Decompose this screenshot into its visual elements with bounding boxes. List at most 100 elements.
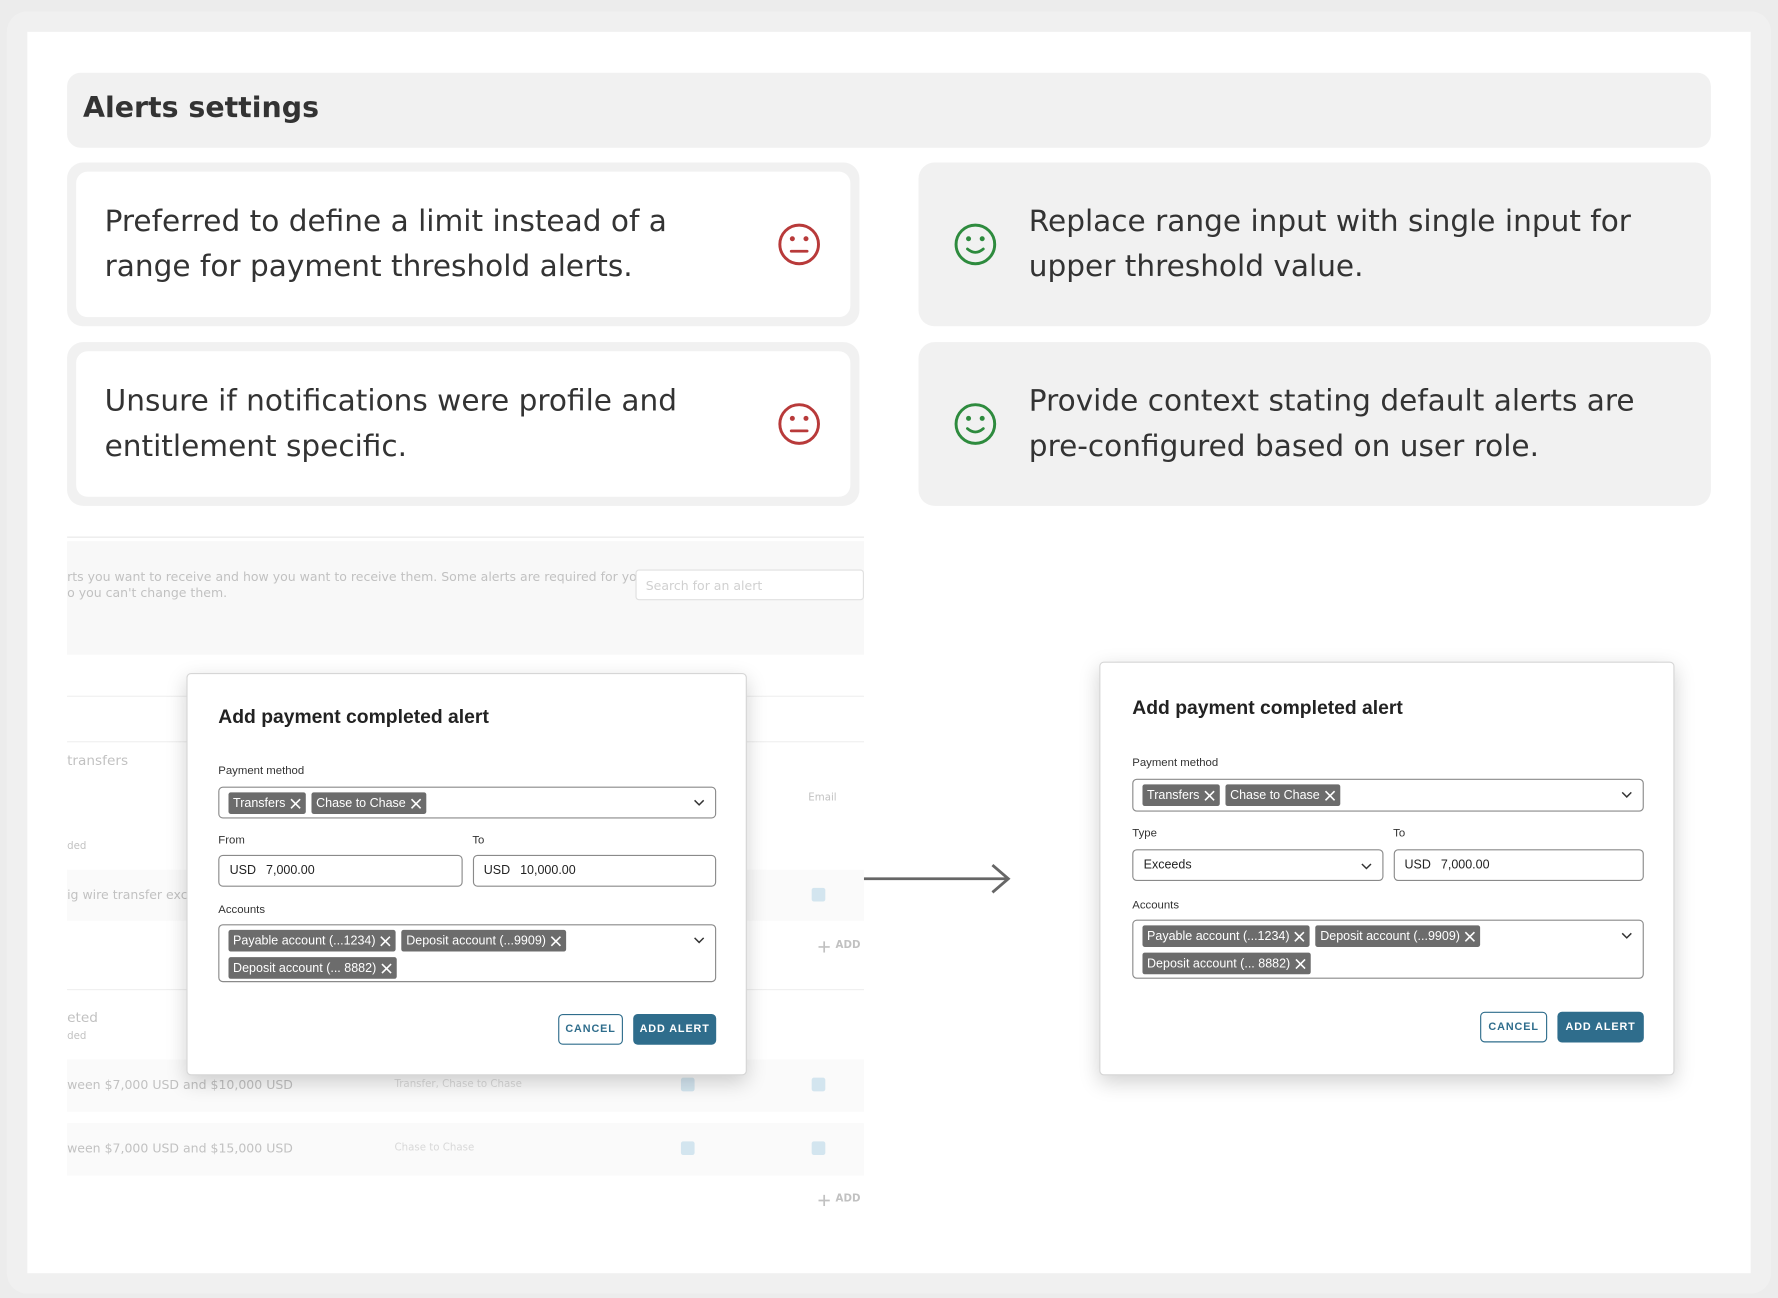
search-placeholder: Search for an alert bbox=[645, 578, 763, 594]
tag-label: Deposit account (...9909) bbox=[1320, 929, 1460, 943]
accounts-select[interactable]: Payable account (...1234) Deposit account… bbox=[1132, 919, 1644, 979]
tag[interactable]: Payable account (...1234) bbox=[228, 929, 397, 952]
remove-icon bbox=[290, 798, 301, 809]
modal: Add payment completed alert Payment metho… bbox=[1099, 661, 1675, 1076]
remove-icon bbox=[380, 935, 391, 946]
tag-label: Chase to Chase bbox=[1230, 788, 1320, 803]
field-label: From bbox=[218, 834, 245, 847]
tag[interactable]: Transfers bbox=[1142, 784, 1220, 806]
solution-card: Provide context stating default alerts a… bbox=[918, 342, 1711, 506]
tag[interactable]: Chase to Chase bbox=[1225, 784, 1341, 806]
modal-title: Add payment completed alert bbox=[1132, 696, 1403, 719]
chevron-icon bbox=[1621, 932, 1632, 939]
tag-list: Payable account (...1234) Deposit account… bbox=[1142, 925, 1608, 975]
section-sub: ded bbox=[67, 1031, 87, 1043]
remove-icon bbox=[1294, 931, 1305, 942]
tag-label: Payable account (...1234) bbox=[1147, 929, 1290, 943]
tag-label: Transfers bbox=[233, 796, 286, 810]
tag[interactable]: Chase to Chase bbox=[311, 792, 427, 814]
description: rts you want to receive and how you want… bbox=[67, 569, 650, 585]
currency: USD bbox=[229, 863, 257, 878]
tag[interactable]: Deposit account (... 8882) bbox=[228, 957, 397, 979]
solution-card: Replace range input with single input fo… bbox=[918, 162, 1711, 327]
column-header: Email bbox=[808, 792, 837, 804]
accounts-select[interactable]: Payable account (...1234) Deposit account… bbox=[218, 924, 717, 983]
remove-icon bbox=[381, 962, 392, 974]
plus-icon bbox=[818, 1194, 830, 1207]
solution-text: Replace range input with single input fo… bbox=[1028, 204, 1631, 285]
field-label: Type bbox=[1132, 827, 1157, 841]
cancel-button[interactable]: CANCEL bbox=[1480, 1011, 1548, 1043]
checkbox bbox=[680, 1141, 695, 1155]
header: Alerts settings bbox=[67, 72, 1711, 148]
add-link: ADD bbox=[835, 940, 861, 952]
chevron-icon bbox=[694, 799, 705, 806]
field-label: To bbox=[1393, 827, 1406, 841]
type-value: Exceeds bbox=[1143, 858, 1192, 872]
field-label: Payment method bbox=[218, 765, 305, 778]
checkbox bbox=[811, 1077, 826, 1092]
header-title: Alerts settings bbox=[82, 90, 320, 124]
add-alert-button[interactable]: ADD ALERT bbox=[633, 1014, 717, 1045]
tag-label: Deposit account (... 8882) bbox=[233, 961, 377, 975]
search-box[interactable]: Search for an alert bbox=[635, 569, 864, 601]
tag-label: Chase to Chase bbox=[316, 796, 406, 810]
plus-icon bbox=[818, 941, 830, 953]
remove-icon bbox=[1295, 958, 1306, 969]
add-alert-button[interactable]: ADD ALERT bbox=[1557, 1011, 1644, 1043]
tag-list: Transfers Chase to Chase bbox=[1142, 784, 1608, 806]
card-inner bbox=[76, 351, 851, 497]
checkbox bbox=[811, 1141, 826, 1155]
remove-icon bbox=[410, 798, 422, 809]
tag[interactable]: Deposit account (...9909) bbox=[1315, 925, 1481, 947]
description: o you can't change them. bbox=[67, 585, 228, 601]
issue-text: Preferred to define a limit instead of a… bbox=[104, 204, 667, 285]
amount-input[interactable]: USD 7,000.00 bbox=[1393, 849, 1644, 882]
tag-label: Transfers bbox=[1147, 788, 1200, 803]
remove-icon bbox=[1465, 931, 1476, 942]
smile-icon bbox=[954, 223, 997, 266]
checkbox bbox=[811, 887, 826, 902]
issue-card: Preferred to define a limit instead of a… bbox=[67, 162, 860, 327]
row-method: Transfer, Chase to Chase bbox=[394, 1078, 522, 1091]
section-title: transfers bbox=[67, 752, 129, 769]
field-label: To bbox=[472, 834, 485, 847]
tag[interactable]: Deposit account (...9909) bbox=[401, 929, 567, 952]
neutral-face-icon bbox=[778, 223, 820, 266]
tag-label: Payable account (...1234) bbox=[233, 933, 376, 948]
section-title: eted bbox=[67, 1009, 98, 1026]
field-label: Accounts bbox=[218, 903, 266, 917]
chevron-icon bbox=[694, 937, 705, 944]
currency: USD bbox=[483, 863, 511, 878]
neutral-face-icon bbox=[778, 403, 820, 445]
payment-method-select[interactable]: Transfers Chase to Chase bbox=[1132, 778, 1644, 812]
field-label: Payment method bbox=[1132, 757, 1219, 770]
modal: Add payment completed alert Payment metho… bbox=[186, 672, 747, 1076]
tag[interactable]: Transfers bbox=[228, 792, 306, 814]
field-label: Accounts bbox=[1132, 899, 1180, 912]
band bbox=[67, 541, 864, 655]
divider bbox=[67, 536, 864, 538]
cancel-button[interactable]: CANCEL bbox=[558, 1014, 623, 1045]
row-bg bbox=[67, 1123, 864, 1176]
chevron-icon bbox=[1621, 791, 1632, 798]
tag-label: Deposit account (... 8882) bbox=[1147, 956, 1291, 971]
issue-text: Unsure if notifications were profile and… bbox=[104, 384, 677, 464]
section-sub: ded bbox=[67, 841, 87, 853]
currency: USD bbox=[1404, 858, 1431, 872]
amount: 7,000.00 bbox=[266, 863, 315, 878]
row-text: ig wire transfer excee bbox=[67, 887, 203, 903]
chevron-icon bbox=[1360, 863, 1371, 870]
row-method: Chase to Chase bbox=[394, 1142, 475, 1154]
payment-method-select[interactable]: Transfers Chase to Chase bbox=[218, 786, 717, 819]
type-select[interactable]: Exceeds bbox=[1132, 849, 1383, 882]
tag[interactable]: Deposit account (... 8882) bbox=[1142, 952, 1311, 975]
amount: 7,000.00 bbox=[1440, 858, 1490, 872]
amount-input[interactable]: USD 10,000.00 bbox=[472, 854, 717, 887]
tag-label: Deposit account (...9909) bbox=[406, 933, 546, 948]
amount-input[interactable]: USD 7,000.00 bbox=[218, 854, 463, 887]
tag[interactable]: Payable account (...1234) bbox=[1142, 925, 1311, 947]
remove-icon bbox=[1324, 790, 1336, 801]
